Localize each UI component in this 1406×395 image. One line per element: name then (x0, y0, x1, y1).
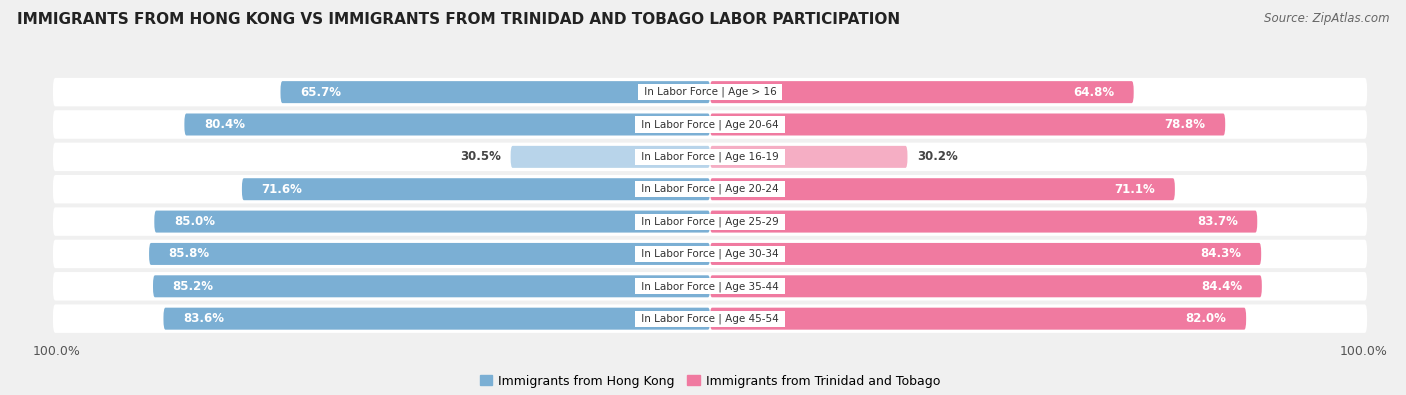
Text: In Labor Force | Age > 16: In Labor Force | Age > 16 (641, 87, 779, 98)
Text: In Labor Force | Age 20-64: In Labor Force | Age 20-64 (638, 119, 782, 130)
Text: 78.8%: 78.8% (1164, 118, 1205, 131)
Text: In Labor Force | Age 20-24: In Labor Force | Age 20-24 (638, 184, 782, 194)
FancyBboxPatch shape (710, 113, 1225, 135)
Text: IMMIGRANTS FROM HONG KONG VS IMMIGRANTS FROM TRINIDAD AND TOBAGO LABOR PARTICIPA: IMMIGRANTS FROM HONG KONG VS IMMIGRANTS … (17, 12, 900, 27)
Text: 83.7%: 83.7% (1197, 215, 1237, 228)
Text: 64.8%: 64.8% (1073, 86, 1114, 99)
Text: 85.0%: 85.0% (174, 215, 215, 228)
FancyBboxPatch shape (710, 308, 1246, 330)
Text: 84.4%: 84.4% (1201, 280, 1243, 293)
FancyBboxPatch shape (710, 81, 1133, 103)
Text: In Labor Force | Age 35-44: In Labor Force | Age 35-44 (638, 281, 782, 292)
FancyBboxPatch shape (710, 146, 907, 168)
FancyBboxPatch shape (163, 308, 710, 330)
FancyBboxPatch shape (155, 211, 710, 233)
Text: 30.5%: 30.5% (460, 150, 501, 164)
FancyBboxPatch shape (53, 110, 1367, 139)
FancyBboxPatch shape (710, 243, 1261, 265)
Text: In Labor Force | Age 30-34: In Labor Force | Age 30-34 (638, 249, 782, 259)
FancyBboxPatch shape (53, 207, 1367, 236)
FancyBboxPatch shape (710, 178, 1175, 200)
Text: In Labor Force | Age 45-54: In Labor Force | Age 45-54 (638, 313, 782, 324)
Text: 83.6%: 83.6% (183, 312, 224, 325)
Text: 71.1%: 71.1% (1115, 183, 1156, 196)
Text: 80.4%: 80.4% (204, 118, 245, 131)
Legend: Immigrants from Hong Kong, Immigrants from Trinidad and Tobago: Immigrants from Hong Kong, Immigrants fr… (475, 370, 945, 393)
FancyBboxPatch shape (184, 113, 710, 135)
FancyBboxPatch shape (710, 211, 1257, 233)
Text: 82.0%: 82.0% (1185, 312, 1226, 325)
FancyBboxPatch shape (510, 146, 710, 168)
FancyBboxPatch shape (53, 78, 1367, 106)
Text: Source: ZipAtlas.com: Source: ZipAtlas.com (1264, 12, 1389, 25)
FancyBboxPatch shape (53, 143, 1367, 171)
Text: 71.6%: 71.6% (262, 183, 302, 196)
FancyBboxPatch shape (149, 243, 710, 265)
FancyBboxPatch shape (53, 272, 1367, 301)
Text: 30.2%: 30.2% (917, 150, 957, 164)
FancyBboxPatch shape (53, 240, 1367, 268)
FancyBboxPatch shape (242, 178, 710, 200)
FancyBboxPatch shape (153, 275, 710, 297)
Text: 85.2%: 85.2% (173, 280, 214, 293)
Text: 84.3%: 84.3% (1201, 247, 1241, 260)
FancyBboxPatch shape (53, 175, 1367, 203)
Text: 85.8%: 85.8% (169, 247, 209, 260)
FancyBboxPatch shape (710, 275, 1261, 297)
FancyBboxPatch shape (280, 81, 710, 103)
Text: In Labor Force | Age 16-19: In Labor Force | Age 16-19 (638, 152, 782, 162)
Text: In Labor Force | Age 25-29: In Labor Force | Age 25-29 (638, 216, 782, 227)
FancyBboxPatch shape (53, 305, 1367, 333)
Text: 65.7%: 65.7% (299, 86, 342, 99)
